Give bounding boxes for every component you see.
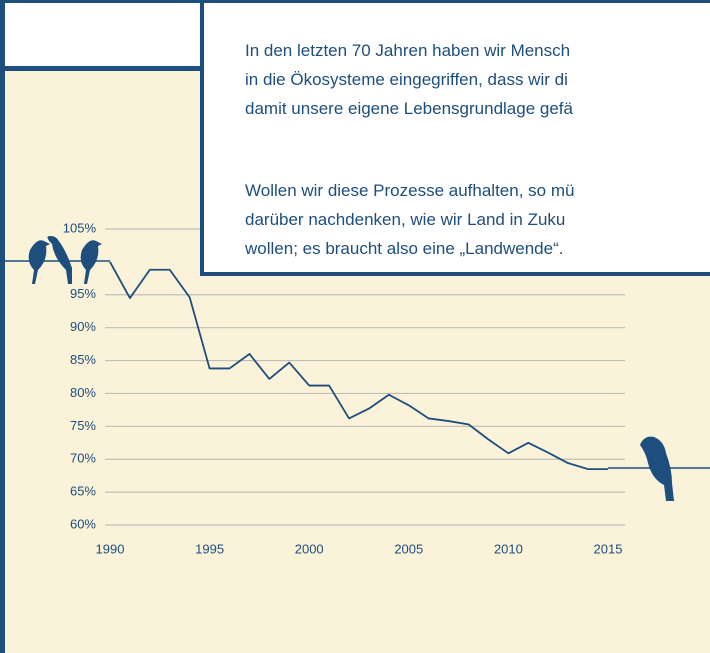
y-tick-label: 80% bbox=[70, 385, 96, 400]
text-line: darüber nachdenken, wie wir Land in Zuku bbox=[245, 210, 565, 230]
x-tick-label: 2005 bbox=[394, 541, 423, 556]
x-tick-label: 1990 bbox=[96, 541, 125, 556]
bird bbox=[640, 437, 674, 501]
text-box: In den letzten 70 Jahren haben wir Mensc… bbox=[200, 0, 710, 276]
bird bbox=[47, 236, 72, 284]
y-tick-label: 95% bbox=[70, 286, 96, 301]
text-line: damit unsere eigene Lebensgrundlage gefä bbox=[245, 99, 573, 119]
text-line: wollen; es braucht also eine „Landwende“… bbox=[245, 239, 563, 259]
y-tick-label: 105% bbox=[63, 220, 97, 235]
data-line bbox=[110, 262, 608, 469]
y-tick-label: 75% bbox=[70, 418, 96, 433]
y-tick-label: 85% bbox=[70, 352, 96, 367]
bird bbox=[29, 240, 50, 284]
left-rule bbox=[0, 0, 5, 653]
x-tick-label: 2010 bbox=[494, 541, 523, 556]
text-line: in die Ökosysteme eingegriffen, dass wir… bbox=[245, 70, 568, 90]
bird bbox=[81, 240, 102, 284]
y-tick-label: 65% bbox=[70, 484, 96, 499]
page: {"chart_data": {"type": "line", "x": [19… bbox=[0, 0, 710, 653]
text-line: Wollen wir diese Prozesse aufhalten, so … bbox=[245, 181, 574, 201]
text-line: In den letzten 70 Jahren haben wir Mensc… bbox=[245, 41, 570, 61]
x-tick-label: 1995 bbox=[195, 541, 224, 556]
y-tick-label: 70% bbox=[70, 451, 96, 466]
x-tick-label: 2000 bbox=[295, 541, 324, 556]
y-tick-label: 60% bbox=[70, 516, 96, 531]
y-tick-label: 90% bbox=[70, 319, 96, 334]
x-tick-label: 2015 bbox=[594, 541, 623, 556]
